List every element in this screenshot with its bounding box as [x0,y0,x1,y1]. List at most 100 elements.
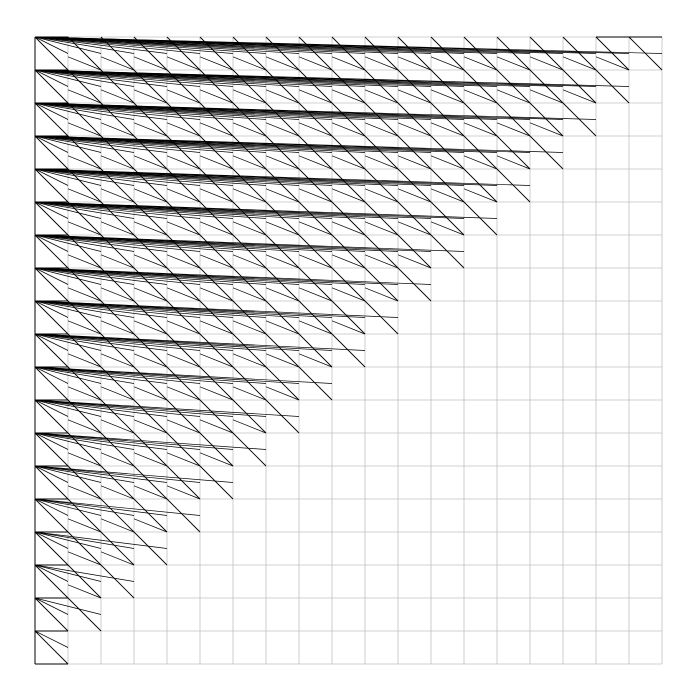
fan-line [34,135,201,153]
cell-diagonal [100,234,135,269]
cell-diagonal [265,399,300,434]
fan-line [34,102,201,120]
cell-diagonal [364,36,399,71]
inter-row-link [529,89,564,104]
inter-row-link [331,188,366,203]
fan-line [34,498,102,516]
fan-line [34,69,201,87]
cell-diagonal [67,201,102,236]
cell-diagonal [133,531,168,566]
cell-diagonal [496,168,531,203]
fan-line [34,267,432,285]
cell-diagonal [298,333,333,368]
inter-row-link [397,188,432,203]
inter-row-link [199,89,234,104]
fan-line [34,300,234,318]
inter-row-link [331,254,366,269]
inter-row-link [265,122,300,137]
cell-diagonal [100,168,135,203]
fan-line [34,168,531,186]
inter-row-link [67,320,102,335]
inter-row-link [232,386,267,401]
inter-row-link [331,56,366,71]
fan-line [34,102,168,120]
cell-diagonal [232,201,267,236]
cell-diagonal [34,234,69,269]
inter-row-link [67,155,102,170]
inter-row-link [298,122,333,137]
cell-diagonal [298,267,333,302]
inter-row-link [199,386,234,401]
fan-line [34,36,69,54]
fan-line [34,168,135,186]
cell-diagonal [166,333,201,368]
cell-diagonal [331,300,366,335]
lines-layer [34,36,663,665]
inter-row-link [100,419,135,434]
fan-line [34,267,201,285]
fan-line [34,300,135,318]
cell-diagonal [232,267,267,302]
fan-line [34,531,102,549]
inter-row-link [397,56,432,71]
cell-diagonal [298,300,333,335]
inter-row-link [133,452,168,467]
fan-line [34,201,168,219]
inter-row-link [67,287,102,302]
fan-line [34,333,102,351]
fan-line [34,333,168,351]
fan-line [34,366,69,384]
cell-diagonal [397,201,432,236]
cell-diagonal [166,432,201,467]
fan-line [34,300,399,318]
cell-diagonal [463,69,498,104]
cell-diagonal [628,36,663,71]
inter-row-link [232,320,267,335]
cell-diagonal [67,300,102,335]
cell-diagonal [100,432,135,467]
cell-diagonal [265,201,300,236]
inter-row-link [133,155,168,170]
inter-row-link [298,353,333,368]
cell-diagonal [232,366,267,401]
cell-diagonal [34,630,69,665]
cell-diagonal [34,399,69,434]
inter-row-link [232,254,267,269]
inter-row-link [232,89,267,104]
fan-line [34,399,234,417]
inter-row-link [463,56,498,71]
inter-row-link [166,485,201,500]
cell-diagonal [199,366,234,401]
inter-row-link [67,485,102,500]
cell-diagonal [34,366,69,401]
cell-diagonal [232,432,267,467]
cell-diagonal [364,135,399,170]
cell-diagonal [430,168,465,203]
cell-diagonal [166,300,201,335]
cell-diagonal [166,366,201,401]
fan-line [34,366,333,384]
fan-line [34,564,135,582]
inter-row-link [199,56,234,71]
inter-row-link [199,221,234,236]
cell-diagonal [67,234,102,269]
inter-row-link [100,221,135,236]
cell-diagonal [199,432,234,467]
fan-line [34,432,201,450]
fan-line [34,168,234,186]
cell-diagonal [430,234,465,269]
fan-line [34,564,102,582]
cell-diagonal [100,36,135,71]
cell-diagonal [199,168,234,203]
inter-row-link [100,155,135,170]
fan-line [34,135,135,153]
cell-diagonal [34,102,69,137]
inter-row-link [496,155,531,170]
cell-diagonal [34,135,69,170]
cell-diagonal [265,102,300,137]
fan-line [34,36,663,54]
inter-row-link [232,419,267,434]
inter-row-link [67,254,102,269]
inter-row-link [199,353,234,368]
fan-line [34,234,135,252]
